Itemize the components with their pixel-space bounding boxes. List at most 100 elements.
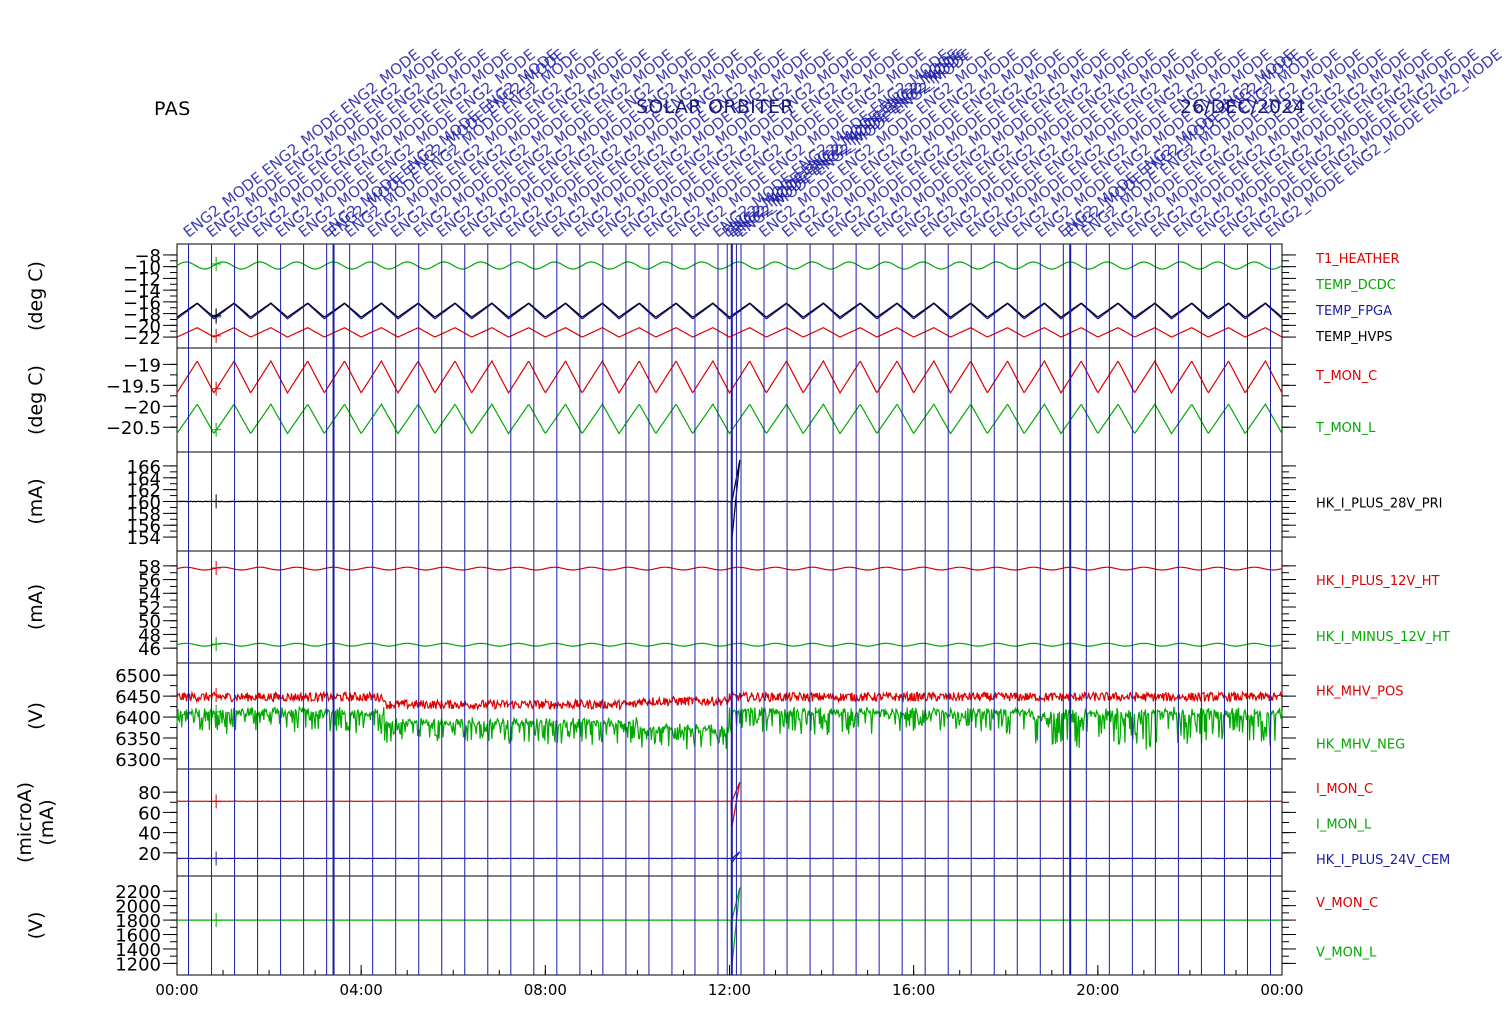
y-tick-label: 60 bbox=[138, 803, 161, 824]
series-line bbox=[176, 566, 1283, 571]
y-tick-label: −20 bbox=[123, 316, 161, 337]
y-tick-label: 1800 bbox=[115, 911, 161, 932]
y-axis-label: (deg C) bbox=[25, 261, 47, 331]
y-axis-label: (deg C) bbox=[25, 365, 47, 435]
y-tick-label: −8 bbox=[134, 246, 161, 267]
series-line bbox=[176, 359, 1283, 395]
y-axis-label: (V) bbox=[25, 702, 47, 730]
series-label: V_MON_L bbox=[1316, 945, 1377, 960]
series-line bbox=[176, 459, 1282, 541]
y-axis-label: (mA) bbox=[25, 584, 47, 630]
panel-frame bbox=[176, 875, 1283, 976]
y-tick-label: 160 bbox=[127, 493, 161, 514]
y-tick-label: −20.5 bbox=[106, 418, 161, 439]
series-line bbox=[176, 403, 1283, 435]
instrument-label: PAS bbox=[154, 98, 191, 120]
series-label: I_MON_L bbox=[1316, 818, 1372, 833]
y-tick-label: 20 bbox=[138, 844, 161, 865]
y-tick-label: 56 bbox=[138, 571, 161, 592]
y-tick-label: 48 bbox=[138, 625, 161, 646]
series-label: HK_MHV_NEG bbox=[1316, 738, 1405, 753]
y-tick-label: 156 bbox=[127, 516, 161, 537]
y-tick-label: 52 bbox=[138, 598, 161, 619]
y-axis-label: (mA) bbox=[36, 799, 58, 845]
y-tick-label: 6500 bbox=[115, 666, 161, 687]
series-line bbox=[176, 261, 1283, 270]
panel-frame bbox=[176, 243, 1283, 349]
x-tick-label: 20:00 bbox=[1076, 981, 1119, 999]
y-tick-label: 40 bbox=[138, 824, 161, 845]
y-tick-label: −16 bbox=[123, 293, 161, 314]
y-tick-label: −19 bbox=[123, 355, 161, 376]
series-label: HK_I_PLUS_24V_CEM bbox=[1316, 853, 1450, 868]
series-label: TEMP_FPGA bbox=[1315, 304, 1392, 319]
y-tick-label: −10 bbox=[123, 258, 161, 279]
y-tick-label: 50 bbox=[138, 612, 161, 633]
y-tick-label: 6300 bbox=[115, 750, 161, 771]
y-tick-label: 2000 bbox=[115, 897, 161, 918]
series-label: T1_HEATHER bbox=[1315, 252, 1400, 267]
y-tick-label: −22 bbox=[123, 328, 161, 349]
series-line bbox=[176, 642, 1283, 647]
y-tick-label: 158 bbox=[127, 504, 161, 525]
series-label: TEMP_DCDC bbox=[1315, 278, 1396, 293]
y-axis-label: (mA) bbox=[25, 478, 47, 524]
y-tick-label: −18 bbox=[123, 305, 161, 326]
x-tick-label: 04:00 bbox=[340, 981, 383, 999]
y-tick-label: 6400 bbox=[115, 708, 161, 729]
series-label: HK_I_PLUS_28V_PRI bbox=[1316, 497, 1442, 512]
panel-frame bbox=[176, 768, 1283, 877]
y-tick-label: 6350 bbox=[115, 729, 161, 750]
chart-title: SOLAR ORBITER bbox=[636, 96, 794, 118]
x-tick-label: 16:00 bbox=[892, 981, 935, 999]
y-tick-label: −20 bbox=[123, 397, 161, 418]
y-tick-label: 166 bbox=[127, 457, 161, 478]
series-line bbox=[176, 781, 1282, 828]
series-label: HK_MHV_POS bbox=[1316, 685, 1404, 700]
series-line bbox=[176, 327, 1283, 338]
series-label: HK_I_PLUS_12V_HT bbox=[1316, 574, 1440, 589]
y-tick-label: 6450 bbox=[115, 687, 161, 708]
time-axis: 00:00 04:00 08:00 12:00 16:00 20:00 00:00 bbox=[155, 965, 1304, 999]
chart-date: 26/DEC/2024 bbox=[1180, 96, 1306, 118]
series-label: T_MON_C bbox=[1315, 369, 1377, 384]
y-tick-label: −19.5 bbox=[106, 376, 161, 397]
panel-1: −8−10−12−14−16−18−20−22 (deg C) T1_HEATHER… bbox=[25, 243, 1400, 349]
y-tick-label: 58 bbox=[138, 557, 161, 578]
y-tick-label: 54 bbox=[138, 584, 161, 605]
series-line bbox=[177, 887, 1282, 968]
y-tick-label: 2200 bbox=[115, 882, 161, 903]
panel-frame bbox=[176, 550, 1283, 664]
series-label: V_MON_C bbox=[1316, 896, 1378, 911]
series-line bbox=[176, 302, 1283, 320]
y-tick-label: 80 bbox=[138, 783, 161, 804]
y-tick-label: −14 bbox=[123, 281, 161, 302]
y-tick-label: 1600 bbox=[115, 926, 161, 947]
series-line bbox=[176, 302, 1283, 318]
y-tick-label: 1400 bbox=[115, 940, 161, 961]
mode-change-lines bbox=[188, 244, 1271, 975]
panel-2: −19−19.5−20−20.5 (deg C) T_MON_C T_MON_L bbox=[25, 347, 1377, 453]
chart-panels: −8−10−12−14−16−18−20−22(deg C)T1_HEATHER… bbox=[14, 243, 1450, 976]
y-tick-label: 162 bbox=[127, 481, 161, 502]
y-axis-label: (microA) bbox=[14, 782, 36, 863]
y-tick-label: −12 bbox=[123, 269, 161, 290]
series-label: I_MON_C bbox=[1316, 782, 1373, 797]
series-line bbox=[176, 851, 1283, 865]
series-label: T_MON_L bbox=[1315, 421, 1376, 436]
x-tick-label: 12:00 bbox=[708, 981, 751, 999]
y-tick-label: 46 bbox=[138, 639, 161, 660]
y-tick-label: 164 bbox=[127, 469, 161, 490]
series-label: TEMP_HVPS bbox=[1315, 330, 1392, 345]
x-tick-label: 08:00 bbox=[524, 981, 567, 999]
series-line bbox=[176, 690, 1283, 712]
y-axis-label: (V) bbox=[25, 912, 47, 940]
series-line bbox=[176, 705, 1283, 750]
